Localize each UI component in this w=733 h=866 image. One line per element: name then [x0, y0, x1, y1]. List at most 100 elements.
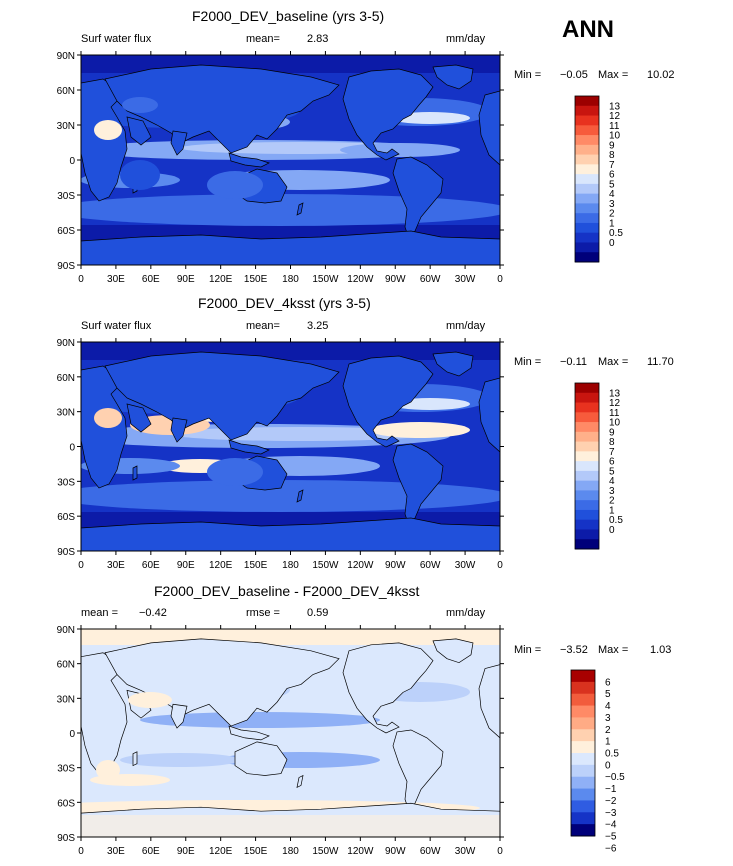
lon-tick-label-2-5: 150E: [244, 560, 268, 571]
colorbar-label-3-8: −0.5: [605, 772, 625, 783]
colorbar-swatch-3-3: [571, 705, 595, 718]
lon-tick-label-3-9: 90W: [385, 846, 406, 857]
colorbar-swatch-2-15: [575, 529, 599, 540]
map-panel-2: [80, 341, 501, 552]
colorbar-label-2-5: 8: [609, 437, 615, 448]
colorbar-swatch-2-10: [575, 480, 599, 491]
lat-tick-label-1-4: 30S: [57, 191, 75, 202]
colorbar-swatch-2-11: [575, 490, 599, 501]
colorbar-swatch-3-2: [571, 693, 595, 707]
colorbar-swatch-3-11: [571, 800, 595, 813]
lat-tick-label-3-0: 90N: [57, 625, 75, 636]
map-panel-3: [80, 628, 501, 838]
colorbar-swatch-3-12: [571, 812, 595, 825]
lon-tick-label-3-4: 120E: [209, 846, 233, 857]
colorbar-label-3-11: −3: [605, 808, 617, 819]
lon-tick-label-2-8: 120W: [347, 560, 374, 571]
colorbar-label-1-10: 3: [609, 199, 615, 210]
lat-tick-label-1-6: 90S: [57, 261, 75, 272]
lon-tick-label-3-11: 30W: [455, 846, 476, 857]
panel3-rmse-value: 0.59: [307, 607, 329, 619]
colorbar-swatch-2-0: [575, 383, 599, 394]
lon-tick-label-3-10: 60W: [420, 846, 441, 857]
lon-tick-label-3-3: 90E: [177, 846, 195, 857]
colorbar-label-3-6: 0.5: [605, 749, 619, 760]
colorbar-swatch-2-3: [575, 412, 599, 423]
colorbar-label-2-4: 9: [609, 427, 615, 438]
colorbar-swatch-2-14: [575, 519, 599, 530]
colorbar-swatch-1-6: [575, 154, 599, 165]
colorbar-label-3-14: −6: [605, 843, 617, 854]
lon-tick-label-1-7: 150W: [312, 274, 339, 285]
colorbar-label-1-6: 7: [609, 160, 615, 171]
colorbar-swatch-3-9: [571, 776, 595, 790]
colorbar-swatch-1-10: [575, 193, 599, 204]
colorbar-label-1-3: 10: [609, 131, 621, 142]
lat-tick-label-2-4: 30S: [57, 477, 75, 488]
panel1-min-value: −0.05: [560, 69, 588, 81]
lon-tick-label-3-2: 60E: [142, 846, 160, 857]
colorbar-swatch-1-4: [575, 135, 599, 146]
panel2-units: mm/day: [446, 320, 486, 332]
lon-tick-label-2-12: 0: [497, 560, 503, 571]
panel2-max-value: 11.70: [647, 356, 674, 368]
lon-tick-label-1-2: 60E: [142, 274, 160, 285]
lon-tick-label-2-0: 0: [78, 560, 84, 571]
lon-tick-label-2-6: 180: [282, 560, 299, 571]
colorbar-label-2-3: 10: [609, 418, 621, 429]
lat-tick-label-2-1: 60N: [57, 373, 75, 384]
colorbar-label-2-10: 3: [609, 486, 615, 497]
lat-tick-label-3-5: 60S: [57, 798, 75, 809]
lat-tick-label-1-2: 30N: [57, 121, 75, 132]
panel3-rmse-label: rmse =: [246, 607, 280, 619]
colorbar-swatch-2-6: [575, 441, 599, 452]
colorbar-swatch-1-14: [575, 232, 599, 243]
colorbar-label-3-2: 4: [605, 701, 611, 712]
lat-tick-label-3-3: 0: [69, 729, 75, 740]
colorbar-label-2-2: 11: [609, 408, 620, 419]
lon-tick-label-1-8: 120W: [347, 274, 374, 285]
lon-tick-label-1-5: 150E: [244, 274, 268, 285]
lon-tick-label-2-7: 150W: [312, 560, 339, 571]
colorbar-label-3-12: −4: [605, 820, 617, 831]
colorbar-label-1-14: 0: [609, 238, 615, 249]
panel2-mean-label: mean=: [246, 320, 280, 332]
lon-tick-label-2-10: 60W: [420, 560, 441, 571]
map-panel-1: [80, 54, 501, 266]
colorbar-swatch-3-8: [571, 764, 595, 778]
lon-tick-label-3-7: 150W: [312, 846, 339, 857]
season-label: ANN: [562, 16, 614, 43]
lon-tick-label-1-9: 90W: [385, 274, 406, 285]
panel1-max-label: Max =: [598, 69, 629, 81]
panel3-units: mm/day: [446, 607, 486, 619]
colorbar-swatch-1-15: [575, 242, 599, 253]
colorbar-swatch-3-5: [571, 729, 595, 742]
colorbar-label-2-13: 0.5: [609, 515, 623, 526]
colorbar-label-1-8: 5: [609, 179, 615, 190]
lon-tick-label-3-8: 120W: [347, 846, 374, 857]
colorbar-swatch-3-1: [571, 681, 595, 695]
colorbar-swatch-2-7: [575, 451, 599, 462]
colorbar-swatch-3-13: [571, 824, 595, 837]
panel2-min-label: Min =: [514, 356, 542, 368]
colorbar-swatch-2-13: [575, 509, 599, 521]
lon-tick-label-3-0: 0: [78, 846, 84, 857]
colorbar-swatch-2-9: [575, 470, 599, 482]
lon-tick-label-3-5: 150E: [244, 846, 268, 857]
panel1-units: mm/day: [446, 33, 486, 45]
lon-tick-label-1-4: 120E: [209, 274, 233, 285]
lat-tick-label-2-3: 0: [69, 443, 75, 454]
lat-tick-label-3-2: 30N: [57, 694, 75, 705]
colorbars-layer: 131211109876543210.50131211109876543210.…: [570, 95, 625, 854]
colorbar-swatch-2-5: [575, 431, 599, 443]
panel2-min-value: −0.11: [560, 356, 588, 368]
colorbar-swatch-2-2: [575, 402, 599, 413]
lat-tick-label-2-6: 90S: [57, 547, 75, 558]
colorbar-label-2-11: 2: [609, 496, 615, 507]
colorbar-label-1-7: 6: [609, 170, 615, 181]
colorbar-swatch-2-12: [575, 500, 599, 511]
colorbar-swatch-1-7: [575, 164, 599, 175]
colorbar-swatch-1-8: [575, 174, 599, 185]
panel3-mean-value: −0.42: [139, 607, 167, 619]
